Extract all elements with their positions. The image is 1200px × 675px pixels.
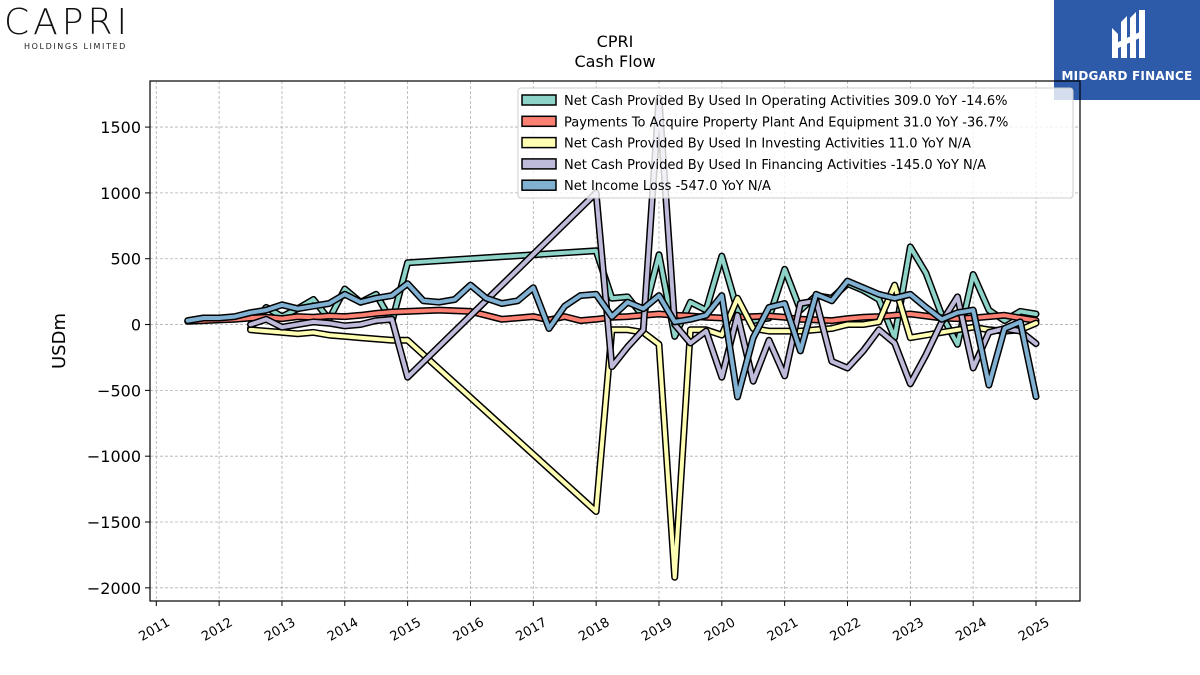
y-axis-label: USDm (49, 313, 70, 369)
legend-swatch (521, 115, 557, 128)
y-tick-label: 1000 (100, 184, 141, 203)
x-tick-label: 2011 (136, 615, 172, 645)
series-line-5 (185, 279, 1038, 399)
y-tick-label: 1500 (100, 118, 141, 137)
company-logo-name: CAPRI (4, 2, 132, 43)
y-tick-label: 500 (110, 250, 141, 269)
legend-entry: Net Income Loss -547.0 YoY N/A (564, 179, 771, 194)
chart-title-block: CPRI Cash Flow (150, 32, 1080, 72)
y-axis: −2000 −1500 −1000 −500 0 500 1000 1500 (87, 118, 150, 598)
x-tick-label: 2015 (388, 615, 424, 645)
legend-swatch (521, 136, 557, 149)
legend-swatch (521, 179, 557, 191)
x-tick-label: 2012 (199, 615, 235, 645)
x-tick-label: 2025 (1016, 615, 1052, 645)
company-logo: CAPRI HOLDINGS LIMITED (0, 2, 160, 54)
legend-swatch (521, 94, 557, 106)
x-axis: 2011 2012 2013 2014 2015 2016 2017 2018 2019 2020… (136, 601, 1052, 645)
company-logo-subtitle: HOLDINGS LIMITED (24, 42, 127, 51)
y-tick-label: −1500 (87, 513, 141, 532)
x-tick-label: 2019 (639, 615, 675, 645)
legend-entry: Net Cash Provided By Used In Operating A… (564, 94, 1007, 109)
chart-subtitle: Cash Flow (574, 52, 656, 71)
y-tick-label: 0 (131, 316, 141, 335)
brand-name: MIDGARD FINANCE (1061, 69, 1193, 83)
x-tick-label: 2021 (765, 615, 801, 645)
brand-badge: MIDGARD FINANCE (1054, 0, 1200, 100)
x-tick-label: 2017 (513, 615, 549, 645)
y-tick-label: −1000 (87, 447, 141, 466)
legend-entry: Payments To Acquire Property Plant And E… (564, 115, 1008, 130)
x-tick-label: 2013 (262, 615, 298, 645)
x-tick-label: 2022 (828, 615, 864, 645)
y-tick-label: −2000 (87, 579, 141, 598)
x-tick-label: 2014 (325, 615, 361, 645)
brand-logo-icon (1112, 10, 1145, 58)
series-line-2 (185, 308, 1038, 324)
legend: Net Cash Provided By Used In Operating A… (517, 87, 1074, 199)
x-tick-label: 2020 (702, 615, 738, 645)
x-tick-label: 2024 (953, 615, 989, 645)
chart-title: CPRI (596, 32, 634, 51)
legend-swatch (521, 158, 557, 170)
plot-frame (149, 80, 1081, 602)
y-tick-label: −500 (97, 381, 141, 400)
x-tick-label: 2016 (451, 615, 487, 645)
legend-entry: Net Cash Provided By Used In Financing A… (564, 158, 986, 173)
legend-box (517, 87, 1074, 199)
series-lines (184, 94, 1040, 581)
legend-entry: Net Cash Provided By Used In Investing A… (564, 137, 971, 152)
x-tick-label: 2023 (891, 615, 927, 645)
x-tick-label: 2018 (576, 615, 612, 645)
